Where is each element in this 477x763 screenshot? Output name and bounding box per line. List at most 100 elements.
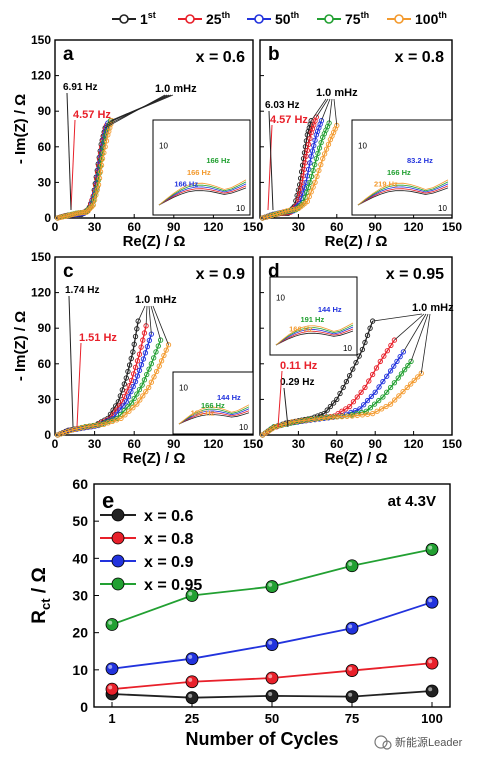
inset-freq-label: 144 Hz xyxy=(318,305,342,314)
series-point xyxy=(131,395,137,402)
series-point xyxy=(411,377,417,384)
legend-marker xyxy=(119,14,129,24)
mhz-arrow xyxy=(321,98,331,121)
rct-series-point xyxy=(345,664,359,677)
series-point xyxy=(364,397,371,404)
series-point xyxy=(405,362,411,369)
inset-series xyxy=(275,326,354,346)
series-point xyxy=(141,377,148,383)
legend-marker xyxy=(324,14,334,24)
inset-series xyxy=(178,404,250,425)
series-point xyxy=(70,211,76,218)
series-point xyxy=(128,400,135,406)
rct-point-highlight xyxy=(428,598,433,603)
rct-point-highlight xyxy=(348,692,353,697)
series-point xyxy=(313,156,319,162)
series-point xyxy=(369,371,376,378)
series-point xyxy=(102,144,108,150)
inset-x-tick: 10 xyxy=(343,344,352,353)
series-point xyxy=(144,371,150,378)
series-point xyxy=(153,349,159,355)
series-point xyxy=(374,408,380,414)
series-point xyxy=(135,318,141,324)
series-point xyxy=(321,151,328,157)
series-point xyxy=(272,211,279,218)
series-point xyxy=(106,128,112,135)
freq-arrow-red xyxy=(70,119,76,211)
rct-point-highlight xyxy=(348,561,353,566)
series-point xyxy=(157,337,164,343)
series-point xyxy=(384,373,390,379)
series-point xyxy=(130,405,136,411)
x-tick-label: 30 xyxy=(88,437,102,451)
series-point xyxy=(131,341,137,347)
mhz-arrow xyxy=(150,305,161,341)
series-point xyxy=(312,179,318,186)
panel-letter: a xyxy=(63,44,74,65)
freq-arrow-red xyxy=(277,370,283,428)
inset-freq-label: 190 Hz xyxy=(191,408,215,417)
series-point xyxy=(289,419,295,425)
legend-marker xyxy=(254,14,264,24)
series-point xyxy=(130,349,136,355)
series-point xyxy=(387,401,394,407)
series-point xyxy=(151,374,157,380)
x-tick-label: 30 xyxy=(292,220,306,234)
legend-label: 50th xyxy=(275,10,299,27)
series-point xyxy=(148,379,155,385)
series-point xyxy=(304,198,311,205)
series-point xyxy=(91,197,98,203)
series-point xyxy=(120,403,126,409)
series-point xyxy=(307,179,313,186)
y-tick-label: 120 xyxy=(31,69,51,83)
rct-point-highlight xyxy=(268,674,273,679)
panel-letter: c xyxy=(63,261,74,282)
series-point xyxy=(352,408,359,414)
series-point xyxy=(391,380,398,386)
series-point xyxy=(391,337,398,343)
series-point xyxy=(65,212,71,219)
series-point xyxy=(158,358,165,364)
y-tick-label: 30 xyxy=(38,392,52,406)
rct-y-axis-label: Rct / Ω xyxy=(29,567,53,623)
series-point xyxy=(305,128,311,135)
series-point xyxy=(376,397,382,404)
inset-frame xyxy=(172,371,254,435)
rct-point-highlight xyxy=(428,687,433,692)
plot-frame xyxy=(259,256,453,436)
rct-series-point xyxy=(185,652,199,666)
series-point xyxy=(281,209,287,215)
series-point xyxy=(369,410,376,417)
series-point xyxy=(266,213,272,219)
y-tick-label: 90 xyxy=(38,321,52,335)
inset-series xyxy=(178,408,250,425)
y-tick-label: 90 xyxy=(38,104,52,118)
series-point xyxy=(93,192,99,198)
inset-freq-label: 144 Hz xyxy=(217,393,241,402)
series-point xyxy=(354,412,360,419)
inset-freq-label: 166 Hz xyxy=(187,168,211,177)
series-point xyxy=(313,114,319,120)
inset-y-tick: 10 xyxy=(276,293,285,302)
series-point xyxy=(304,132,311,138)
x-tick-label: 30 xyxy=(292,437,306,451)
panel-letter: d xyxy=(268,261,280,282)
inset-freq-label: 191 Hz xyxy=(300,315,324,324)
series-point xyxy=(408,381,414,387)
series-point xyxy=(126,408,132,414)
rct-legend-marker xyxy=(111,508,125,522)
series-point xyxy=(141,330,148,336)
series-point xyxy=(356,353,362,359)
rct-point-highlight xyxy=(268,640,273,645)
inset: 10 10 83.2 Hz 166 Hz 219 Hz xyxy=(351,119,453,216)
inset-x-tick: 10 xyxy=(239,423,248,432)
series-point xyxy=(126,362,133,368)
series-point xyxy=(64,428,71,435)
rct-point-highlight xyxy=(108,664,113,669)
series-point xyxy=(343,378,350,385)
inset-series xyxy=(357,187,449,206)
series-point xyxy=(415,374,421,380)
series-point xyxy=(377,358,383,365)
series-point xyxy=(132,333,139,340)
